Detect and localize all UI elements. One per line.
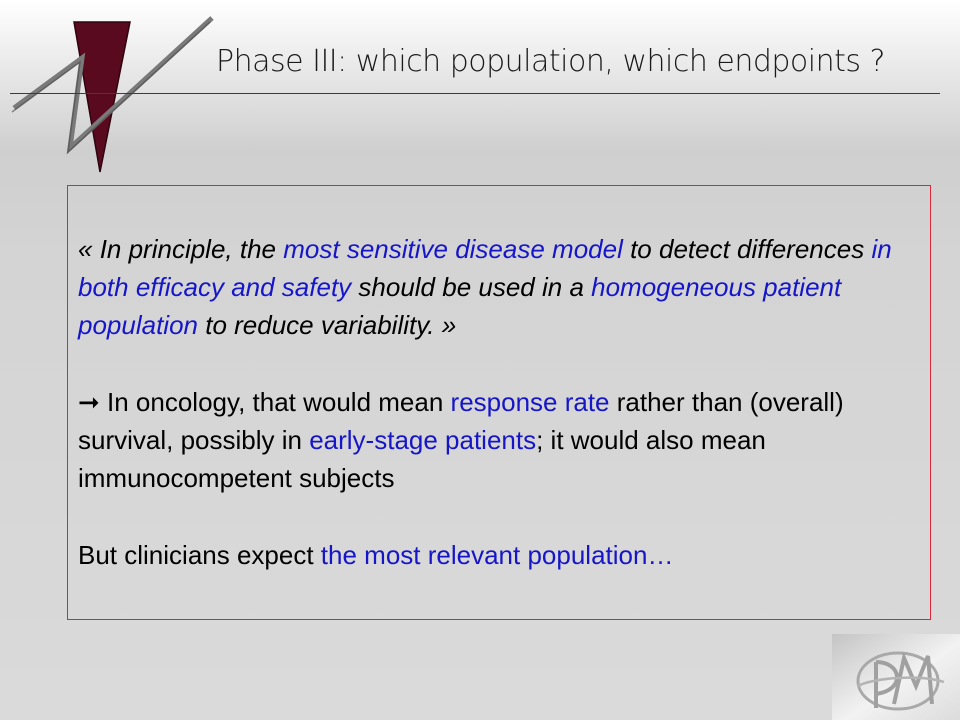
quote-paragraph: « In principle, the most sensitive disea…: [78, 230, 918, 344]
content-box: « In principle, the most sensitive disea…: [67, 185, 931, 620]
slide-title: Phase III: which population, which endpo…: [216, 44, 885, 79]
quote-open: «: [78, 234, 100, 264]
oncology-paragraph: ➞ In oncology, that would mean response …: [78, 383, 918, 497]
quote-highlight-1: most sensitive disease model: [283, 234, 623, 264]
quote-text-3: should be used in a: [351, 272, 592, 302]
arrow-icon: ➞: [78, 387, 100, 417]
dpm-monogram-logo-icon: [832, 634, 960, 720]
point-text-2: rather than (overall) survival, possibly…: [78, 387, 844, 455]
zigzag-wedge-logo-icon: [11, 16, 214, 173]
closing-text-1: But clinicians expect: [78, 540, 321, 570]
quote-text-2: to detect differences: [622, 234, 872, 264]
quote-text-1: In principle, the: [99, 234, 284, 264]
title-divider: [10, 93, 940, 94]
closing-highlight-1: the most relevant population…: [320, 540, 674, 570]
quote-highlight-2: in both efficacy and safety: [78, 234, 892, 302]
point-text-3: ; it would also mean immunocompetent sub…: [78, 425, 766, 493]
closing-paragraph: But clinicians expect the most relevant …: [78, 536, 918, 574]
point-highlight-2: early-stage patients: [309, 425, 537, 455]
quote-text-4: to reduce variability. »: [198, 310, 457, 340]
point-highlight-1: response rate: [450, 387, 610, 417]
point-text-1: In oncology, that would mean: [99, 387, 451, 417]
quote-highlight-3: homogeneous patient population: [78, 272, 842, 340]
